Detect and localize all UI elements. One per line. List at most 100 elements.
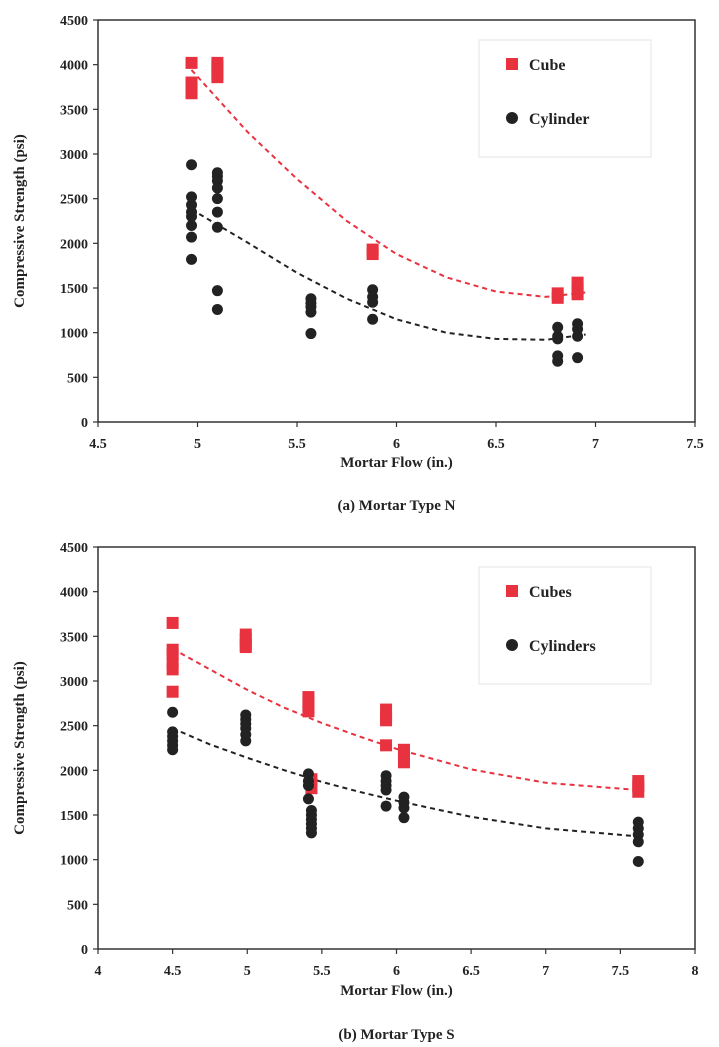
x-tick-label: 6.5 bbox=[487, 437, 505, 452]
chart-mortar-type-s: 0 500 1000 1500 2000 2500 3000 3500 4000 4500 4 4.5… bbox=[12, 541, 699, 1043]
data-point-cylinder bbox=[211, 193, 223, 205]
legend-label-cube: Cube bbox=[529, 57, 565, 74]
data-point-cube bbox=[185, 87, 198, 100]
data-point-cylinders bbox=[302, 793, 314, 805]
x-tick-label: 5.5 bbox=[288, 437, 306, 452]
x-tick-label: 4.5 bbox=[89, 437, 107, 452]
data-point-cylinders bbox=[305, 827, 317, 839]
data-point-cylinders bbox=[380, 800, 392, 812]
x-tick-label: 4 bbox=[95, 964, 102, 979]
data-point-cylinder bbox=[367, 313, 379, 325]
x-tick-label: 7.5 bbox=[686, 437, 704, 452]
y-tick-label: 500 bbox=[67, 898, 88, 913]
data-point-cube bbox=[571, 288, 584, 301]
y-tick-label: 1500 bbox=[60, 282, 88, 297]
data-point-cubes bbox=[632, 785, 645, 798]
data-point-cubes bbox=[166, 685, 179, 698]
data-point-cylinder bbox=[186, 219, 198, 231]
y-tick-label: 4500 bbox=[60, 14, 88, 29]
data-point-cubes bbox=[302, 705, 315, 718]
legend-label-cylinder: Cylinder bbox=[529, 111, 589, 128]
x-axis-title: Mortar Flow (in.) bbox=[340, 455, 453, 471]
data-point-cylinders bbox=[632, 855, 644, 867]
y-tick-label: 500 bbox=[67, 371, 88, 386]
data-point-cubes bbox=[166, 663, 179, 676]
data-point-cylinders bbox=[240, 735, 252, 747]
y-tick-label: 2000 bbox=[60, 237, 88, 252]
data-point-cubes bbox=[397, 756, 410, 769]
data-point-cylinder bbox=[211, 206, 223, 218]
data-point-cylinder bbox=[367, 296, 379, 308]
x-tick-label: 5 bbox=[244, 964, 251, 979]
legend-marker-cubes bbox=[506, 585, 518, 597]
chart-mortar-type-n: 0 500 1000 1500 2000 2500 3000 3500 4000 4500 4.5 5… bbox=[12, 14, 704, 514]
data-point-cylinder bbox=[186, 159, 198, 171]
x-tick-label: 4.5 bbox=[164, 964, 182, 979]
data-point-cylinder bbox=[211, 221, 223, 233]
data-point-cube bbox=[366, 248, 379, 261]
data-point-cylinder bbox=[186, 231, 198, 243]
data-point-cylinders bbox=[632, 836, 644, 848]
data-point-cylinders bbox=[398, 802, 410, 814]
legend-marker-cube bbox=[506, 58, 518, 70]
x-tick-label: 7 bbox=[592, 437, 599, 452]
data-point-cylinder bbox=[552, 333, 564, 345]
x-tick-label: 7 bbox=[542, 964, 549, 979]
data-point-cubes bbox=[380, 714, 393, 727]
x-tick-label: 6.5 bbox=[462, 964, 480, 979]
data-point-cylinder bbox=[186, 211, 198, 223]
data-point-cylinders bbox=[398, 812, 410, 824]
data-point-cylinders bbox=[167, 744, 179, 756]
trendline-cube bbox=[190, 69, 586, 298]
y-tick-label: 1000 bbox=[60, 854, 88, 869]
data-point-cubes bbox=[380, 739, 393, 752]
y-tick-label: 1500 bbox=[60, 809, 88, 824]
x-tick-label: 6 bbox=[393, 437, 400, 452]
x-tick-label: 5 bbox=[194, 437, 201, 452]
data-point-cylinder bbox=[211, 285, 223, 297]
y-tick-label: 0 bbox=[81, 943, 88, 958]
y-tick-label: 3500 bbox=[60, 103, 88, 118]
data-point-cylinder bbox=[305, 328, 317, 340]
data-point-cube bbox=[551, 291, 564, 304]
data-point-cylinder bbox=[552, 355, 564, 367]
data-point-cylinder bbox=[186, 253, 198, 265]
x-tick-label: 6 bbox=[393, 964, 400, 979]
legend-label-cylinders: Cylinders bbox=[529, 638, 596, 655]
legend-label-cubes: Cubes bbox=[529, 584, 572, 601]
y-tick-label: 3000 bbox=[60, 148, 88, 163]
data-point-cylinder bbox=[211, 303, 223, 315]
data-point-cylinder bbox=[552, 321, 564, 333]
y-tick-label: 4000 bbox=[60, 586, 88, 601]
data-point-cylinder bbox=[305, 306, 317, 318]
y-tick-label: 2500 bbox=[60, 720, 88, 735]
data-point-cylinder bbox=[572, 330, 584, 342]
y-tick-label: 2500 bbox=[60, 193, 88, 208]
y-tick-label: 3000 bbox=[60, 675, 88, 690]
legend-marker-cylinder bbox=[506, 112, 518, 124]
x-tick-label: 5.5 bbox=[313, 964, 331, 979]
data-point-cube bbox=[211, 71, 224, 84]
trendline-cylinder bbox=[190, 208, 586, 341]
y-tick-label: 1000 bbox=[60, 327, 88, 342]
data-point-cylinders bbox=[380, 784, 392, 796]
y-axis-title: Compressive Strength (psi) bbox=[12, 134, 28, 308]
data-point-cylinder bbox=[186, 191, 198, 203]
data-point-cylinders bbox=[302, 780, 314, 792]
trendline-cubes bbox=[172, 647, 639, 791]
data-point-cylinder bbox=[211, 182, 223, 194]
legend-marker-cylinders bbox=[506, 639, 518, 651]
data-point-cylinders bbox=[167, 706, 179, 718]
y-tick-label: 4000 bbox=[60, 59, 88, 74]
data-point-cylinder bbox=[572, 352, 584, 364]
data-point-cubes bbox=[239, 641, 252, 654]
data-point-cube bbox=[185, 56, 198, 69]
x-axis-title: Mortar Flow (in.) bbox=[340, 983, 453, 999]
chart-caption: (a) Mortar Type N bbox=[338, 498, 456, 514]
y-tick-label: 2000 bbox=[60, 764, 88, 779]
y-tick-label: 0 bbox=[81, 416, 88, 431]
y-tick-label: 3500 bbox=[60, 630, 88, 645]
y-axis-title: Compressive Strength (psi) bbox=[12, 661, 28, 835]
x-tick-label: 8 bbox=[692, 964, 699, 979]
chart-caption: (b) Mortar Type S bbox=[338, 1027, 454, 1043]
